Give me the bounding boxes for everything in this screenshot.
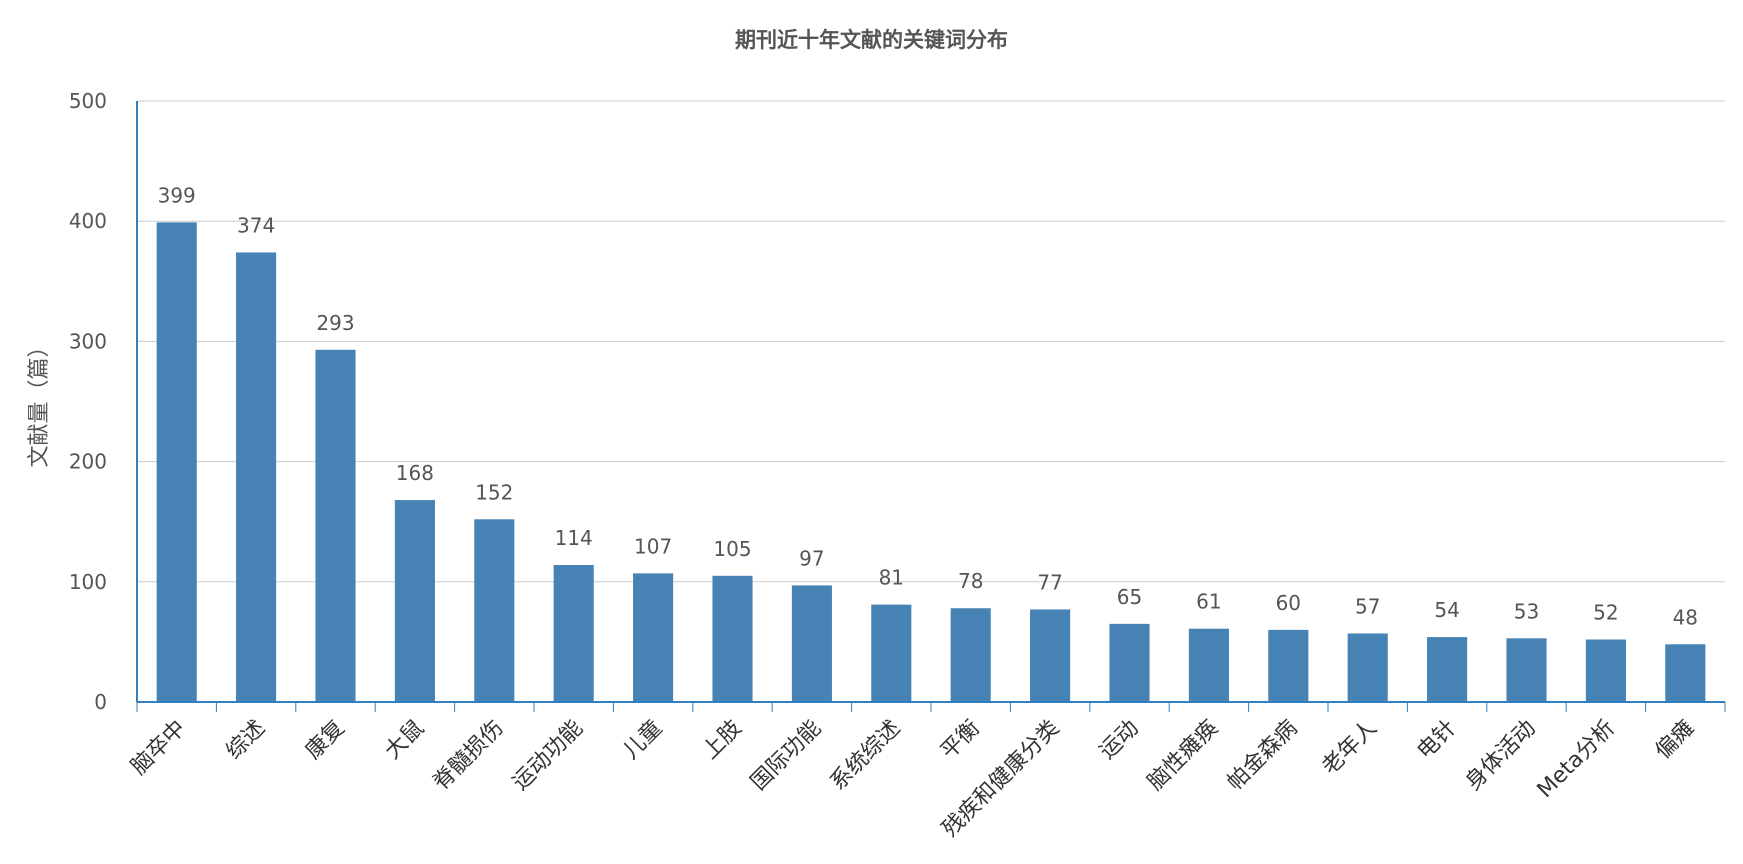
x-tick-label: 大鼠 [380, 716, 429, 765]
x-tick-label: 平衡 [936, 716, 985, 765]
x-tick-label: 老年人 [1318, 716, 1382, 780]
x-tick-label: 电针 [1413, 716, 1462, 765]
y-tick-label: 500 [69, 89, 107, 113]
x-tick-label: 综述 [222, 716, 271, 765]
bar [950, 608, 991, 702]
data-label: 152 [475, 480, 513, 504]
data-label: 114 [555, 526, 593, 550]
y-tick-label: 200 [69, 450, 107, 474]
bar [1188, 628, 1229, 702]
x-tick-label: 帕金森病 [1223, 716, 1303, 796]
x-tick-label: 脑卒中 [127, 716, 191, 780]
y-tick-label: 0 [94, 690, 107, 714]
data-label: 60 [1276, 591, 1301, 615]
x-tick-label: 偏瘫 [1651, 716, 1700, 765]
data-label: 81 [879, 566, 904, 590]
bar [236, 252, 277, 702]
bar [1427, 637, 1468, 702]
bar [1030, 609, 1071, 702]
x-tick-label: 身体活动 [1461, 716, 1541, 796]
data-label: 374 [237, 213, 275, 237]
x-tick-label: 国际功能 [746, 716, 826, 796]
bar [553, 564, 594, 702]
data-label: 57 [1355, 594, 1380, 618]
y-axis-ticks: 0 100 200 300 400 500 [69, 89, 107, 714]
bar [871, 604, 912, 702]
bar [1665, 644, 1706, 702]
bar [712, 575, 753, 702]
chart-title: 期刊近十年文献的关键词分布 [735, 28, 1008, 52]
x-tick-label: 运动 [1095, 716, 1144, 765]
data-label: 293 [316, 311, 354, 335]
x-axis-ticks [136, 702, 1726, 712]
data-label: 53 [1514, 599, 1539, 623]
bar [791, 585, 832, 702]
bar [1347, 633, 1388, 702]
data-label: 168 [396, 461, 434, 485]
x-tick-label: 运动功能 [508, 716, 588, 796]
bar [1109, 623, 1150, 702]
bar [474, 519, 515, 702]
x-tick-label: 脊髓损伤 [429, 716, 509, 796]
data-label: 97 [799, 546, 824, 570]
data-label: 48 [1673, 605, 1698, 629]
y-axis-title: 文献量（篇） [27, 335, 52, 467]
x-tick-label: 系统综述 [826, 716, 906, 796]
bar [156, 222, 197, 703]
bars [156, 222, 1706, 703]
y-tick-label: 400 [69, 209, 107, 233]
x-tick-label: 儿童 [619, 716, 668, 765]
data-label: 61 [1196, 590, 1221, 614]
bar [1585, 639, 1626, 702]
data-label: 52 [1593, 600, 1618, 624]
bar [394, 500, 435, 702]
data-label: 54 [1434, 598, 1459, 622]
data-labels: 399 374 293 168 152 114 107 105 97 81 78 77 65 61 60 57… [158, 183, 1698, 629]
y-tick-label: 300 [69, 329, 107, 353]
x-tick-label: 脑性瘫痪 [1143, 716, 1223, 796]
bar [315, 349, 356, 702]
gridlines [137, 100, 1725, 583]
data-label: 65 [1117, 585, 1142, 609]
data-label: 399 [158, 183, 196, 207]
data-label: 105 [713, 537, 751, 561]
x-tick-label: 康复 [301, 716, 350, 765]
data-label: 77 [1037, 570, 1062, 594]
y-tick-label: 100 [69, 570, 107, 594]
data-label: 107 [634, 534, 672, 558]
x-tick-label: Meta分析 [1533, 716, 1620, 803]
bar [1506, 638, 1547, 702]
bar [1268, 629, 1309, 702]
x-tick-label: 上肢 [698, 716, 747, 765]
data-label: 78 [958, 569, 983, 593]
bar [633, 573, 674, 702]
